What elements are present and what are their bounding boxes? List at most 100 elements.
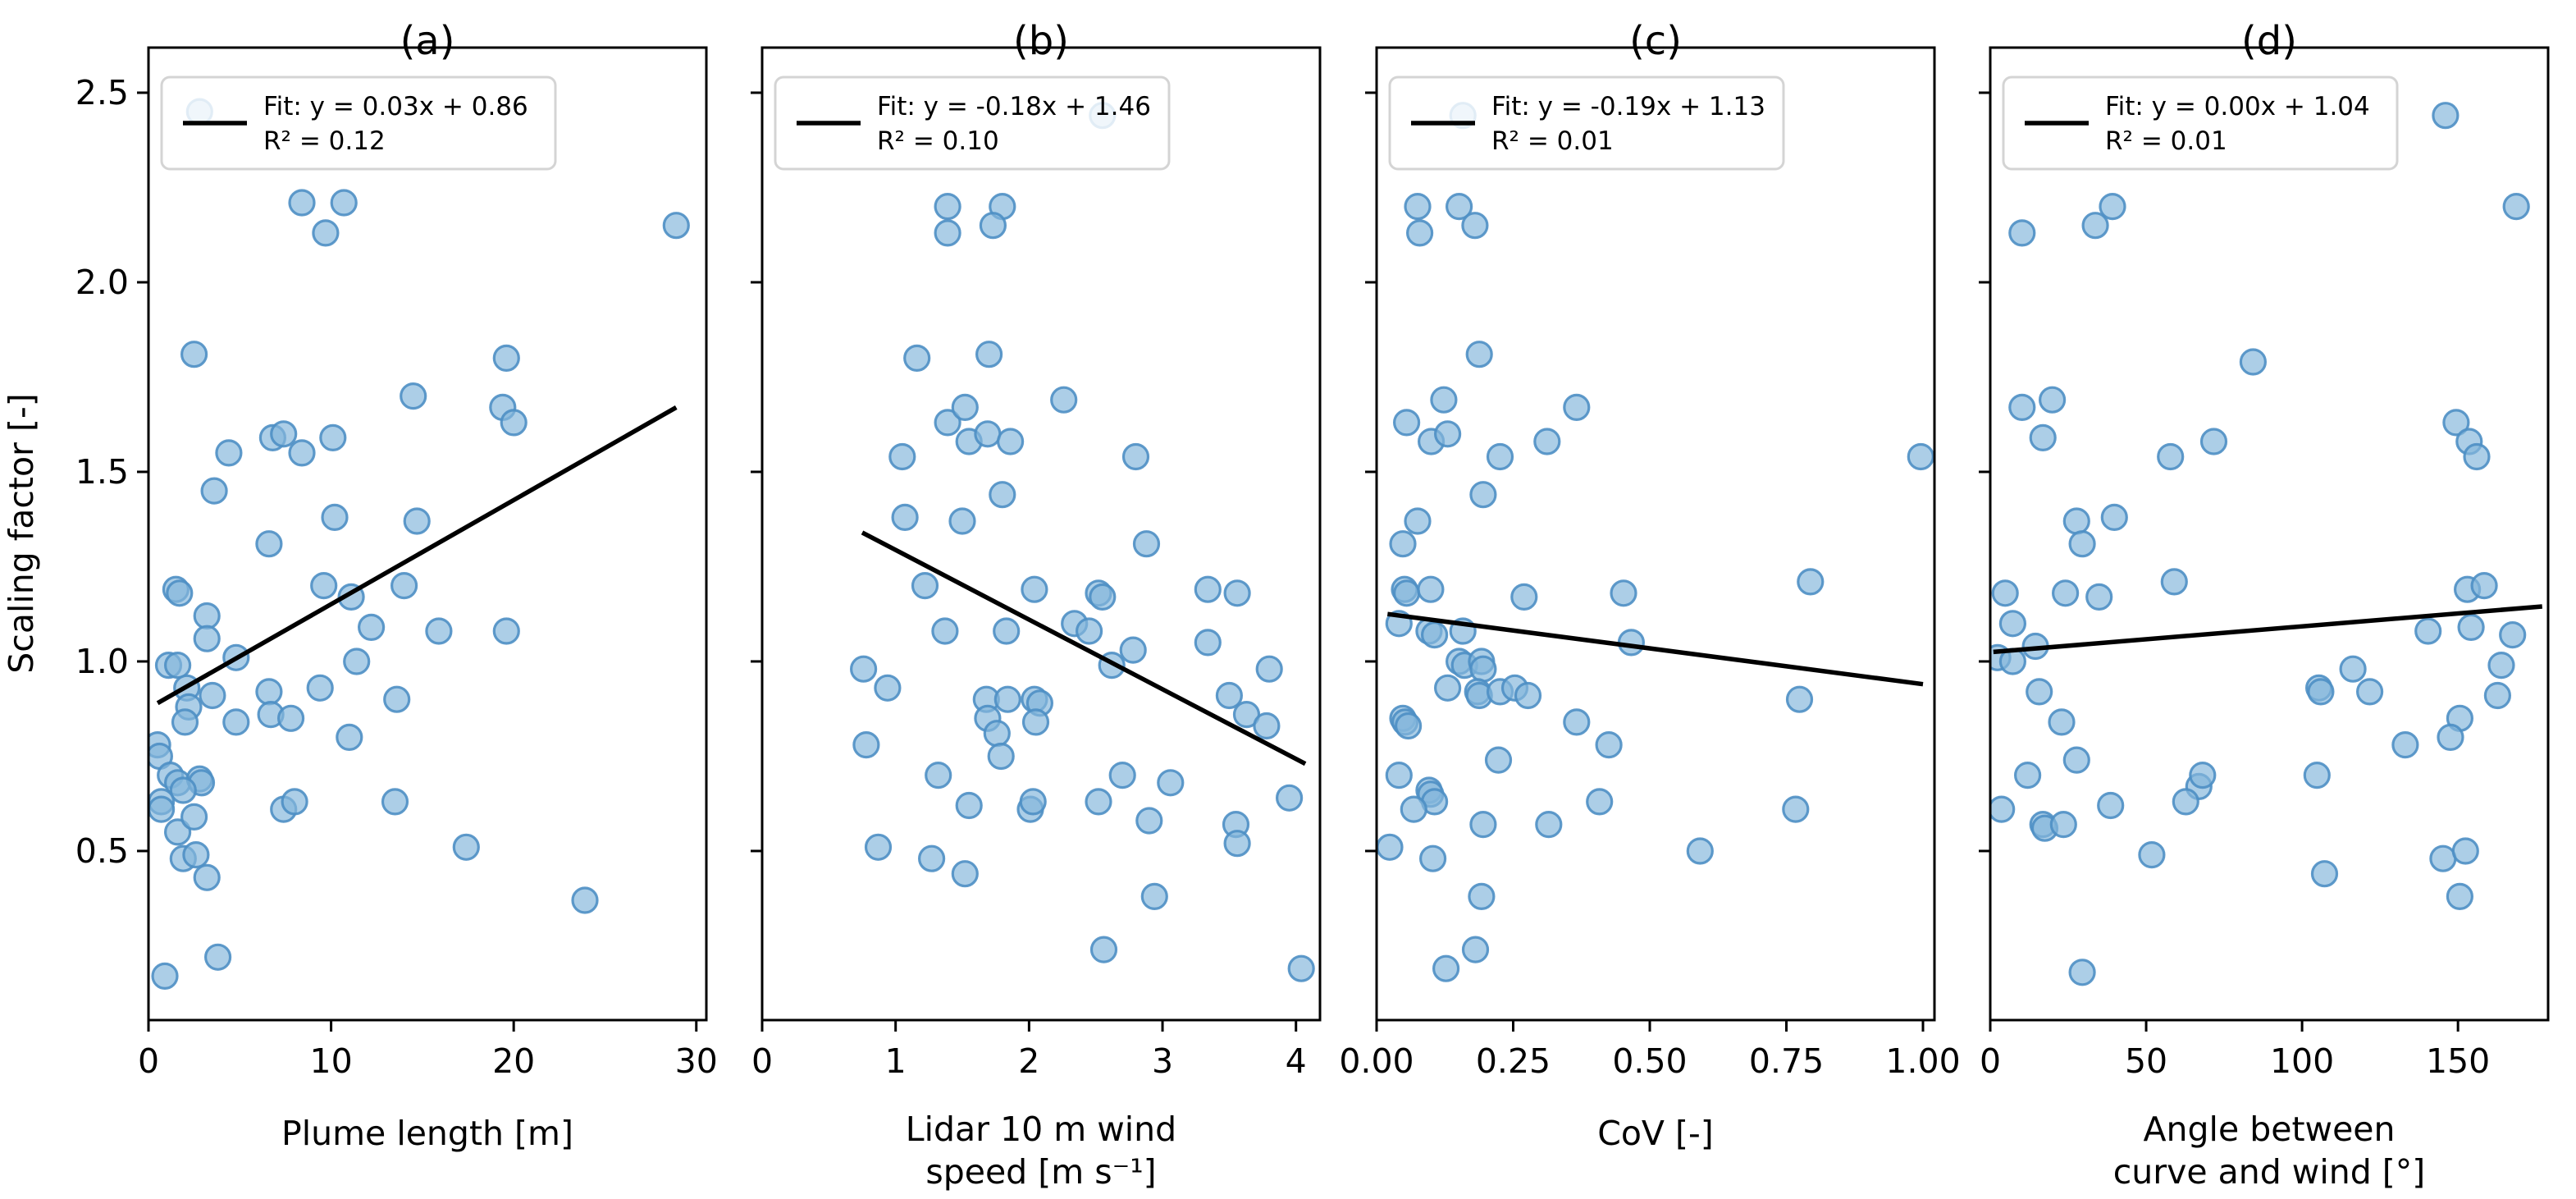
scatter-point — [2097, 791, 2125, 820]
scatter-point — [1085, 788, 1112, 816]
scatter-point — [222, 708, 250, 736]
scatter-point — [1232, 700, 1261, 729]
panel-c-fit-line — [1386, 611, 1924, 687]
scatter-point — [164, 818, 192, 846]
scatter-point — [1563, 708, 1591, 736]
scatter-point — [452, 833, 480, 861]
panel-d-xaxis-label: Angle between — [2144, 1110, 2396, 1149]
scatter-point — [849, 655, 878, 683]
panel-d-xtick-label: 0 — [1980, 1041, 2001, 1081]
panel-a-legend-text: Fit: y = 0.03x + 0.86 — [263, 92, 528, 121]
scatter-point — [193, 863, 221, 891]
scatter-point — [662, 212, 690, 240]
scatter-point — [381, 788, 409, 816]
panel-d-spines — [1989, 46, 2550, 1022]
panel-b-xtick-label: 0 — [751, 1041, 773, 1081]
scatter-point — [993, 617, 1021, 645]
scatter-point — [2026, 678, 2053, 706]
scatter-point — [2457, 613, 2485, 642]
panel-c-xtick-label: 0.75 — [1749, 1041, 1824, 1081]
scatter-point — [891, 503, 919, 532]
scatter-point — [1194, 575, 1222, 603]
scatter-point — [1418, 844, 1447, 872]
scatter-point — [852, 730, 880, 759]
scatter-point — [1486, 442, 1514, 471]
y-tick-label: 1.0 — [75, 642, 129, 681]
scatter-point — [2339, 655, 2367, 683]
scatter-point — [1432, 954, 1460, 982]
scatter-point — [1907, 442, 1934, 471]
scatter-point — [1119, 636, 1147, 664]
scatter-point — [2502, 193, 2530, 221]
scatter-point — [391, 571, 418, 600]
scatter-point — [911, 571, 939, 600]
panel-c-xtick-label: 1.00 — [1885, 1041, 1960, 1081]
scatter-point — [1797, 568, 1825, 596]
scatter-point — [983, 720, 1011, 748]
scatter-point — [1469, 810, 1497, 839]
panel-a-fit-line — [156, 405, 678, 706]
scatter-point — [321, 503, 349, 532]
y-tick-label: 2.5 — [75, 73, 129, 112]
scatter-point — [934, 409, 961, 437]
scatter-point — [2310, 860, 2339, 888]
scatter-point — [2052, 579, 2080, 607]
scatter-point — [1385, 761, 1413, 789]
scatter-point — [425, 617, 453, 645]
scatter-point — [2437, 723, 2464, 752]
scatter-point — [180, 341, 208, 368]
scatter-point — [1468, 882, 1496, 911]
y-tick-label: 1.5 — [75, 452, 129, 492]
scatter-point — [255, 530, 283, 558]
scatter-point — [2429, 844, 2457, 872]
scatter-point — [1433, 420, 1462, 448]
scatter-point — [864, 833, 893, 861]
scatter-point — [1215, 681, 1244, 710]
scatter-point — [925, 761, 952, 789]
scatter-point — [1194, 629, 1222, 657]
scatter-point — [2099, 193, 2126, 221]
scatter-point — [917, 844, 946, 872]
scatter-point — [1121, 442, 1150, 471]
scatter-point — [288, 439, 316, 467]
panel-a-scatter-layer — [148, 98, 690, 991]
y-tick-label: 0.5 — [75, 831, 129, 871]
scatter-point — [1400, 795, 1427, 823]
scatter-point — [1785, 685, 1814, 713]
panel-c-title: (c) — [1629, 18, 1682, 64]
scatter-point — [193, 602, 221, 630]
scatter-point — [1990, 795, 2016, 823]
scatter-point — [934, 193, 961, 221]
scatter-point — [1108, 761, 1136, 789]
scatter-point — [2068, 530, 2096, 558]
scatter-point — [1469, 481, 1497, 509]
scatter-point — [2008, 393, 2036, 421]
scatter-point — [571, 886, 599, 914]
scatter-point — [1389, 530, 1417, 558]
scatter-point — [1998, 610, 2026, 638]
scatter-point — [1377, 833, 1404, 861]
scatter-point — [403, 507, 431, 535]
panel-b-xtick-label: 3 — [1152, 1041, 1173, 1081]
scatter-point — [993, 685, 1021, 713]
scatter-point — [492, 344, 520, 372]
scatter-point — [2356, 678, 2384, 706]
scatter-point — [1430, 386, 1458, 414]
scatter-point — [1287, 954, 1315, 982]
scatter-point — [874, 674, 902, 702]
scatter-point — [1405, 219, 1434, 247]
panel-b-legend-text: Fit: y = -0.18x + 1.46 — [877, 92, 1151, 121]
panel-b-fit-line — [861, 530, 1307, 767]
panel-d-fit-line — [1993, 604, 2543, 655]
scatter-point — [2391, 730, 2419, 759]
scatter-point — [164, 651, 192, 680]
scatter-point — [270, 420, 298, 448]
panel-a-xtick-label: 30 — [675, 1041, 718, 1081]
scatter-point — [1135, 807, 1163, 835]
scatter-point — [989, 481, 1016, 509]
panel-d-xtick-label: 50 — [2125, 1041, 2167, 1081]
scatter-point — [2081, 212, 2109, 240]
panel-a-xtick-label: 10 — [310, 1041, 353, 1081]
scatter-point — [2048, 708, 2076, 736]
